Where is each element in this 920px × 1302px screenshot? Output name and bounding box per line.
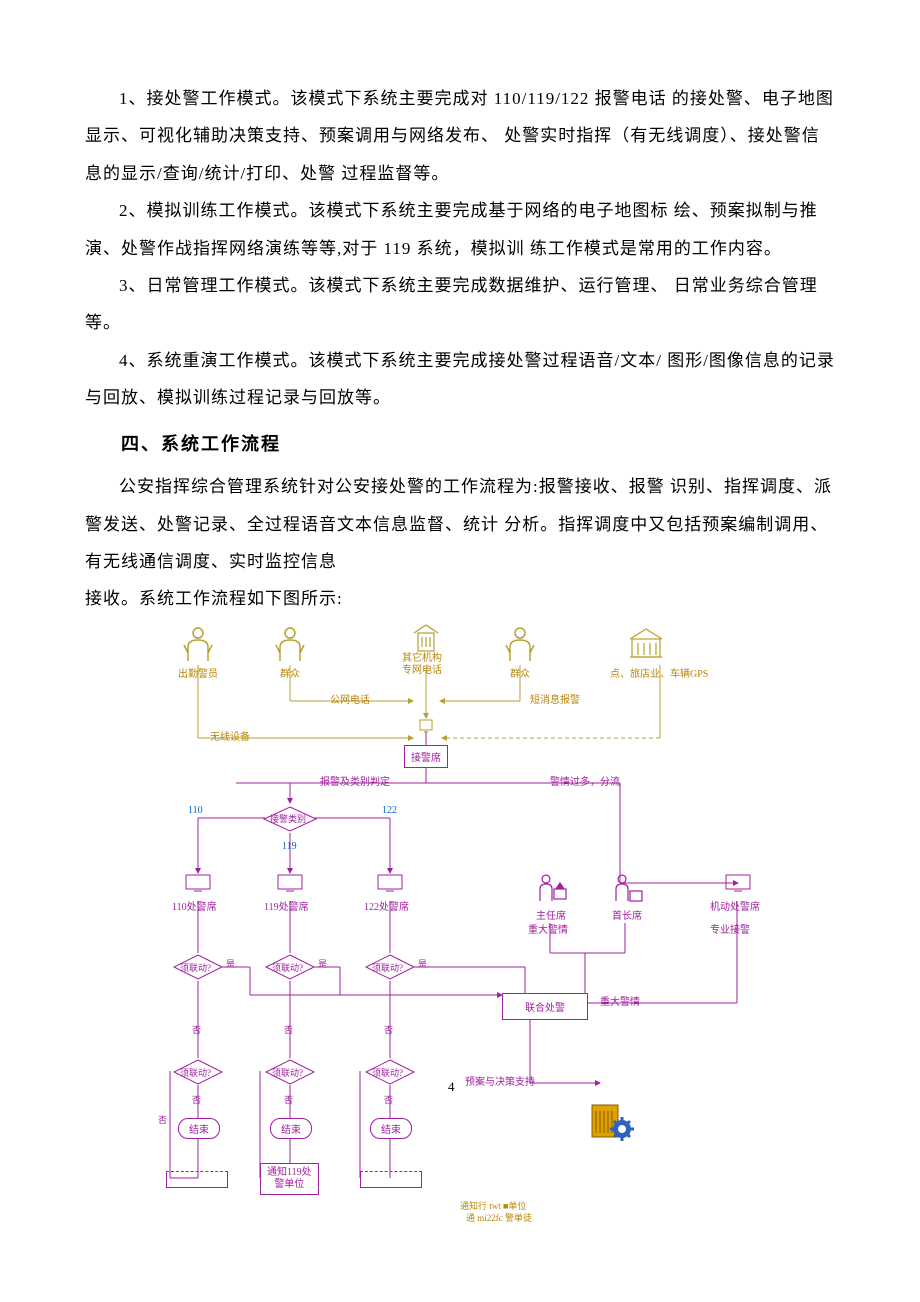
seat-119-label: 119处警席 — [264, 898, 309, 913]
edge-overflow: 警情过多，分流 — [550, 773, 620, 788]
paragraph-2: 2、模拟训练工作模式。该模式下系统主要完成基于网络的电子地图标 绘、预案拟制与推… — [85, 192, 835, 267]
diamond-link-1-label: 须联动? — [180, 961, 211, 974]
building-gear-icon — [590, 1101, 634, 1148]
major-1-label: 重大警情 — [528, 921, 568, 936]
mobile-label: 机动处警席 — [710, 898, 760, 913]
actor-5-label: 点、旅店业、车辆GPS — [610, 665, 708, 680]
paragraph-5: 公安指挥综合管理系统针对公安接处警的工作流程为:报警接收、报警 识别、指挥调度、… — [85, 468, 835, 580]
yes-2: 是 — [318, 957, 327, 970]
stub-box-3 — [360, 1171, 422, 1188]
terminal-icon — [418, 718, 434, 741]
diamond-link-3-label: 须联动? — [372, 961, 403, 974]
node-end-3: 结束 — [370, 1118, 412, 1139]
flowchart-lines — [130, 623, 800, 1243]
node-end-1: 结束 — [178, 1118, 220, 1139]
edge-classify: 报警及类别判定 — [320, 773, 390, 788]
monitor-icon — [724, 873, 752, 900]
branch-122: 122 — [382, 805, 397, 816]
node-end-2: 结束 — [270, 1118, 312, 1139]
paragraph-6: 接收。系统工作流程如下图所示: — [85, 580, 835, 617]
seat-110-label: 110处警席 — [172, 898, 217, 913]
person-desk-icon — [610, 871, 644, 910]
monitor-icon — [276, 873, 304, 900]
person-icon — [274, 625, 306, 668]
no-3: 否 — [384, 1023, 393, 1036]
monitor-icon — [376, 873, 404, 900]
major-2-label: 重大警情 — [600, 993, 640, 1008]
no-1c: 否 — [158, 1113, 167, 1126]
no-3b: 否 — [384, 1093, 393, 1106]
footer-line-1: 通知行 twt ■单位 — [460, 1201, 526, 1213]
person-icon — [182, 625, 214, 668]
section-heading: 四、系统工作流程 — [85, 425, 835, 465]
no-2b: 否 — [284, 1093, 293, 1106]
paragraph-4: 4、系统重演工作模式。该模式下系统主要完成接处警过程语音/文本/ 图形/图像信息… — [85, 342, 835, 417]
page-number: 4 — [448, 1079, 455, 1095]
diamond-link-1b-label: 须联动? — [180, 1066, 211, 1079]
edge-sms: 短消息报警 — [530, 691, 580, 706]
building-icon — [628, 625, 664, 666]
actor-4-label: 群众 — [510, 665, 530, 680]
edge-public-phone: 公网电话 — [330, 691, 370, 706]
plan-support-label: 预案与决策支持 — [465, 1073, 535, 1088]
diamond-link-3b-label: 须联动? — [372, 1066, 403, 1079]
special-label: 专业接警 — [710, 921, 750, 936]
person-desk-icon — [534, 871, 568, 910]
diamond-link-2b-label: 须联动? — [272, 1066, 303, 1079]
node-receive: 接警席 — [404, 745, 448, 768]
workflow-flowchart: 出勤警员 群众 其它机构 专网电话 群众 点、旅店业、车辆GPS 无线设备 公网… — [130, 623, 800, 1243]
yes-3: 是 — [418, 957, 427, 970]
paragraph-1: 1、接处警工作模式。该模式下系统主要完成对 110/119/122 报警电话 的… — [85, 80, 835, 192]
diamond-classify-label: 接警类别 — [270, 812, 306, 825]
actor-2-label: 群众 — [280, 665, 300, 680]
node-notify-119: 通知119处 警单位 — [260, 1163, 319, 1195]
actor-3-label: 其它机构 专网电话 — [402, 653, 442, 677]
edge-wireless: 无线设备 — [210, 728, 250, 743]
chief-label: 主任席 — [536, 907, 566, 922]
leader-label: 首长席 — [612, 907, 642, 922]
no-1: 否 — [192, 1023, 201, 1036]
no-1b: 否 — [192, 1093, 201, 1106]
no-2: 否 — [284, 1023, 293, 1036]
branch-110: 110 — [188, 805, 203, 816]
node-joint: 联合处警 — [502, 993, 588, 1020]
diamond-link-2-label: 须联动? — [272, 961, 303, 974]
monitor-icon — [184, 873, 212, 900]
seat-122-label: 122处警席 — [364, 898, 409, 913]
footer-line-2: 通 mi22fc 警单徒 — [466, 1213, 532, 1225]
paragraph-3: 3、日常管理工作模式。该模式下系统主要完成数据维护、运行管理、 日常业务综合管理… — [85, 267, 835, 342]
yes-1: 是 — [226, 957, 235, 970]
person-icon — [504, 625, 536, 668]
stub-box-1 — [166, 1171, 228, 1188]
actor-1-label: 出勤警员 — [178, 665, 218, 680]
branch-119: 119 — [282, 841, 297, 852]
